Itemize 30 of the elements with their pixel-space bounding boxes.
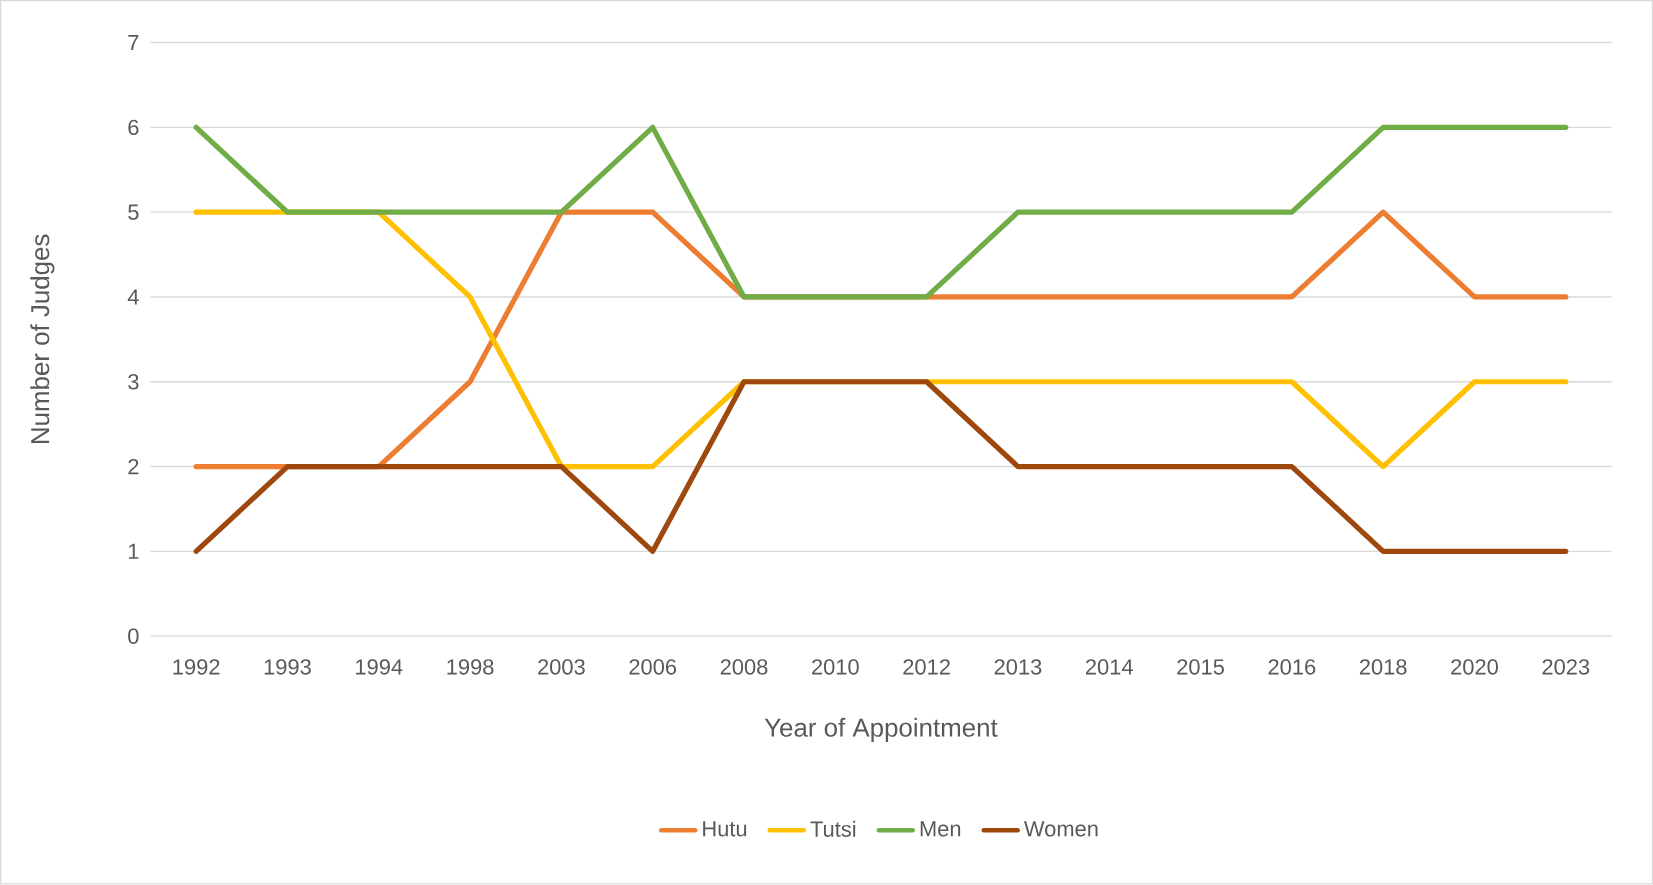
y-tick-label: 0 — [128, 628, 139, 645]
x-tick-label: 1993 — [264, 659, 311, 675]
legend-label: Women — [1023, 821, 1098, 837]
x-tick-label: 2016 — [1268, 659, 1316, 675]
x-axis-title: Year of Appointment — [764, 718, 998, 743]
x-tick-label: 2013 — [994, 659, 1042, 675]
y-tick-label: 4 — [127, 289, 139, 305]
y-tick-label: 7 — [128, 35, 139, 51]
x-tick-label: 2012 — [903, 659, 950, 675]
x-tick-label: 1994 — [356, 659, 403, 675]
x-tick-label: 2018 — [1359, 659, 1407, 675]
y-tick-label: 2 — [128, 459, 139, 475]
x-tick-label: 2010 — [812, 659, 859, 675]
legend-label: Men — [920, 821, 961, 837]
x-tick-label: 1998 — [447, 659, 494, 675]
y-tick-label: 6 — [128, 119, 139, 136]
x-tick-label: 2008 — [720, 659, 768, 675]
y-tick-label: 3 — [128, 374, 139, 390]
y-tick-label: 1 — [128, 544, 139, 560]
x-tick-label: 1992 — [173, 659, 220, 675]
x-tick-label: 2015 — [1177, 659, 1224, 675]
y-axis-title: Number of Judges — [30, 234, 55, 444]
legend-label: Tutsi — [810, 821, 856, 838]
x-tick-label: 2020 — [1451, 659, 1498, 675]
x-tick-label: 2006 — [629, 659, 677, 675]
x-tick-label: 2014 — [1085, 659, 1133, 675]
x-tick-label: 2023 — [1542, 659, 1590, 675]
legend-label: Hutu — [703, 821, 747, 837]
x-tick-label: 2003 — [538, 659, 585, 675]
y-tick-label: 5 — [128, 204, 139, 221]
